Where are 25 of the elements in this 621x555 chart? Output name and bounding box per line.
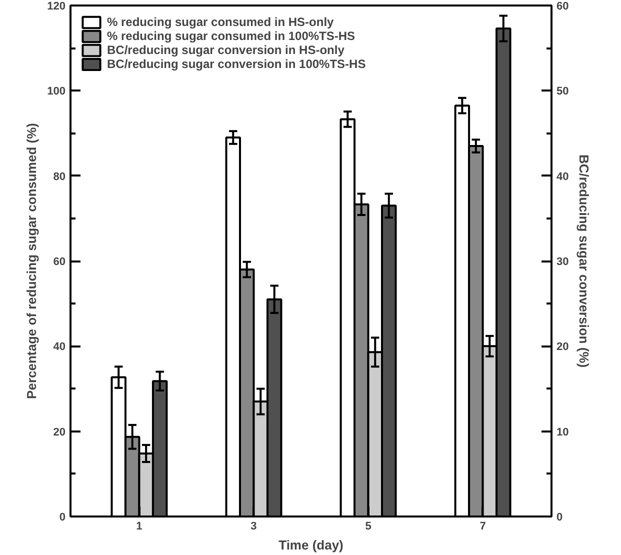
y2-tick-label: 60: [556, 0, 569, 12]
y2-tick-label: 50: [556, 86, 569, 98]
y-tick-label: 80: [53, 170, 66, 183]
y-tick-label: 40: [53, 341, 66, 354]
legend-label: BC/reducing sugar conversion in HS-only: [107, 43, 344, 57]
x-axis-title: Time (day): [278, 538, 344, 552]
x-tick-label: 7: [480, 520, 486, 532]
y2-axis-title: BC/reducing sugar conversion (%): [576, 154, 592, 368]
legend-label: % reducing sugar consumed in 100%TS-HS: [107, 29, 356, 43]
legend-label: % reducing sugar consumed in HS-only: [107, 15, 334, 29]
y2-tick-label: 30: [556, 256, 569, 268]
y-axis-title: Percentage of reducing sugar consumed (%): [24, 123, 40, 399]
y-tick-label: 0: [59, 512, 66, 524]
y2-tick-label: 40: [556, 170, 569, 183]
x-tick-label: 1: [136, 520, 142, 532]
y-tick-label: 100: [47, 86, 66, 98]
y-tick-label: 120: [47, 0, 66, 12]
legend-label: BC/reducing sugar conversion in 100%TS-HS: [107, 57, 366, 71]
y-tick-label: 20: [53, 426, 66, 438]
x-tick-label: 3: [250, 520, 257, 532]
y2-tick-label: 10: [556, 426, 569, 438]
y2-tick-label: 20: [556, 341, 569, 354]
x-tick-label: 5: [365, 520, 372, 532]
y-tick-label: 60: [53, 256, 66, 268]
y2-tick-label: 0: [556, 512, 563, 524]
